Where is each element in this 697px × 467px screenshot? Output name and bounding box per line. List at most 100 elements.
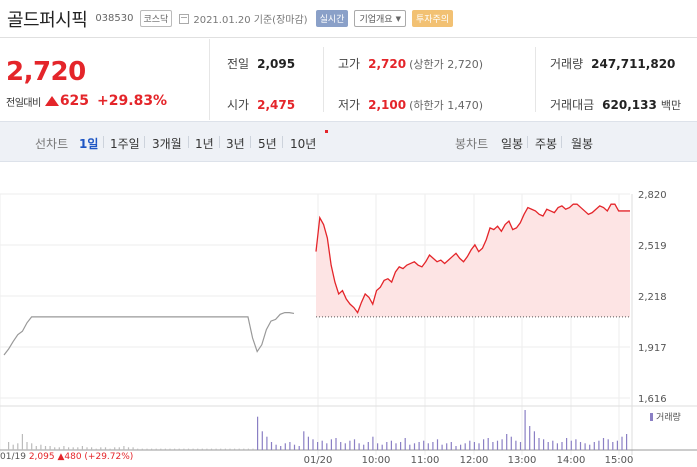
volume-bar bbox=[174, 448, 176, 450]
stat-high: 고가 2,720 (상한가 2,720) bbox=[338, 55, 483, 72]
volume-bar bbox=[234, 448, 236, 450]
y-tick-label: 2,218 bbox=[638, 292, 667, 303]
volume-bar bbox=[510, 436, 512, 450]
volume-bar bbox=[151, 448, 153, 450]
x-tick-label: 01/20 bbox=[304, 455, 333, 466]
tab-5year[interactable]: 5년 bbox=[258, 137, 277, 151]
volume-bar bbox=[372, 436, 374, 450]
stat-label: 거래량 bbox=[550, 57, 584, 71]
stat-value: 2,720 bbox=[368, 56, 407, 71]
stat-volume: 거래량 247,711,820 bbox=[550, 55, 675, 72]
volume-bar bbox=[215, 448, 217, 450]
volume-bar bbox=[238, 448, 240, 450]
volume-bar bbox=[621, 436, 623, 450]
volume-bar bbox=[49, 446, 51, 450]
volume-bar bbox=[289, 442, 291, 450]
volume-bar bbox=[243, 448, 245, 450]
as-of-date: 2021.01.20 기준(장마감) bbox=[193, 15, 308, 26]
volume-bar bbox=[31, 443, 33, 450]
chevron-down-icon: ▼ bbox=[395, 14, 401, 23]
volume-bar bbox=[589, 444, 591, 450]
volume-bar bbox=[26, 442, 28, 450]
volume-bar bbox=[72, 447, 74, 450]
chart-period-tabs: 선차트 1일 1주일 3개월 1년 3년 5년 10년 봉차트 일봉 주봉 월봉 bbox=[0, 121, 697, 162]
volume-bar bbox=[404, 438, 406, 450]
tab-1day[interactable]: 1일 bbox=[79, 137, 99, 151]
tab-separator bbox=[561, 136, 562, 148]
volume-bar bbox=[575, 439, 577, 450]
footer-change: ▲480 (+29.72%) bbox=[57, 452, 134, 462]
volume-bar bbox=[418, 442, 420, 450]
volume-bar bbox=[178, 448, 180, 450]
volume-bar bbox=[127, 447, 130, 450]
stat-label: 시가 bbox=[227, 98, 250, 112]
tab-daily-candle[interactable]: 일봉 bbox=[501, 137, 524, 151]
tab-3year[interactable]: 3년 bbox=[226, 137, 245, 151]
volume-bar bbox=[626, 434, 628, 450]
volume-bar bbox=[206, 448, 208, 450]
volume-bar bbox=[12, 444, 14, 450]
y-tick-label: 1,616 bbox=[638, 394, 667, 405]
tab-3month[interactable]: 3개월 bbox=[152, 137, 182, 151]
volume-bar bbox=[570, 440, 572, 450]
volume-bar bbox=[492, 442, 494, 450]
volume-bar bbox=[187, 448, 190, 450]
stock-header: 골드퍼시픽 038530 코스닥 2021.01.20 기준(장마감) 실시간 … bbox=[0, 0, 697, 38]
volume-bar bbox=[58, 447, 60, 450]
stat-low: 저가 2,100 (하한가 1,470) bbox=[338, 96, 483, 113]
investment-warning-badge[interactable]: 투자주의 bbox=[411, 10, 454, 27]
volume-bar bbox=[86, 447, 88, 450]
volume-swatch bbox=[650, 412, 653, 421]
volume-bar bbox=[293, 444, 296, 450]
volume-bar bbox=[367, 442, 369, 450]
stat-label: 전일 bbox=[227, 57, 250, 71]
volume-bar bbox=[261, 431, 263, 450]
volume-legend-label: 거래량 bbox=[656, 413, 681, 423]
volume-bar bbox=[353, 439, 356, 450]
footer-price: 2,095 bbox=[28, 452, 55, 462]
x-tick-label: 13:00 bbox=[508, 455, 537, 466]
volume-bar bbox=[441, 444, 443, 450]
volume-bar bbox=[118, 447, 120, 450]
volume-bar bbox=[561, 442, 563, 450]
volume-bar bbox=[247, 448, 249, 450]
realtime-button[interactable]: 실시간 bbox=[315, 10, 349, 27]
y-tick-label: 2,519 bbox=[638, 241, 667, 252]
volume-bar bbox=[201, 448, 203, 450]
x-tick-label: 15:00 bbox=[605, 455, 634, 466]
stat-value: 620,133 bbox=[602, 97, 657, 112]
current-price: 2,720 bbox=[6, 57, 86, 87]
lower-limit: (하한가 1,470) bbox=[409, 98, 483, 112]
volume-bar bbox=[515, 440, 517, 450]
volume-bar bbox=[556, 443, 558, 450]
divider bbox=[535, 47, 536, 112]
company-overview-button[interactable]: 기업개요 ▼ bbox=[354, 10, 406, 27]
price-area-fill bbox=[316, 204, 630, 317]
volume-bar bbox=[584, 443, 586, 450]
stock-name: 골드퍼시픽 bbox=[7, 9, 88, 31]
x-tick-label: 10:00 bbox=[362, 455, 391, 466]
tab-1year[interactable]: 1년 bbox=[195, 137, 214, 151]
volume-bar bbox=[77, 447, 79, 450]
company-overview-label: 기업개요 bbox=[359, 15, 393, 25]
tab-10year[interactable]: 10년 bbox=[290, 137, 317, 151]
volume-bar bbox=[146, 448, 148, 450]
stat-label: 거래대금 bbox=[550, 98, 595, 112]
volume-bar bbox=[169, 448, 171, 450]
volume-bar bbox=[123, 446, 125, 450]
stat-amount: 거래대금 620,133 백만 bbox=[550, 96, 681, 113]
volume-bar bbox=[478, 443, 480, 450]
volume-bar bbox=[612, 442, 614, 450]
volume-bar bbox=[460, 444, 462, 450]
volume-bar bbox=[252, 448, 254, 450]
volume-bar bbox=[519, 442, 522, 450]
tab-monthly-candle[interactable]: 월봉 bbox=[571, 137, 594, 151]
volume-bar bbox=[266, 436, 268, 450]
price-chart[interactable]: 2,820 2,519 2,218 1,917 1,616 01/20 10:00 11:00… bbox=[0, 163, 697, 467]
tab-1week[interactable]: 1주일 bbox=[110, 137, 140, 151]
volume-bar bbox=[533, 431, 535, 450]
tab-weekly-candle[interactable]: 주봉 bbox=[535, 137, 558, 151]
volume-bar bbox=[529, 426, 531, 450]
volume-bar bbox=[330, 439, 332, 450]
volume-bar bbox=[340, 442, 342, 450]
